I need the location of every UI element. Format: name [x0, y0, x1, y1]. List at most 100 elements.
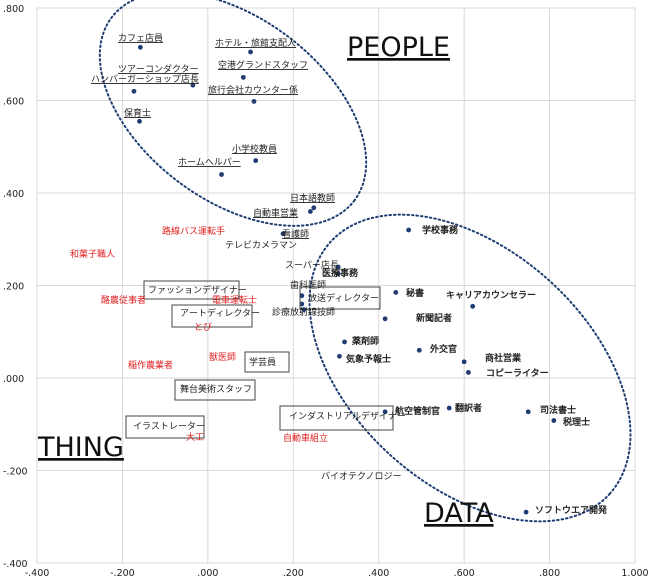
point-label: コピーライター — [486, 367, 549, 379]
point-marker — [299, 301, 305, 307]
point-group: キャリアカウンセラー — [446, 290, 536, 309]
y-tick-label: -.400 — [3, 559, 28, 570]
point-group: ホームヘルパー — [178, 157, 241, 177]
label-box — [143, 280, 240, 300]
point-marker — [280, 231, 286, 237]
point-label: 学芸員 — [249, 356, 276, 368]
point-marker — [335, 264, 341, 270]
point-group: イラストレーター — [125, 415, 205, 439]
point-label: 司法書士 — [540, 404, 576, 416]
point-marker — [190, 82, 196, 88]
point-group: 新聞記者 — [382, 312, 452, 324]
point-label: アートディレクター — [180, 307, 260, 319]
point-label: 日本語教師 — [290, 192, 335, 204]
label-box — [299, 286, 381, 310]
point-group: 和菓子職人 — [70, 248, 115, 260]
point-label: 旅行会社カウンター係 — [208, 84, 298, 96]
y-tick-label: .800 — [3, 4, 24, 15]
point-group: 舞台美術スタッフ — [174, 379, 256, 401]
point-label: カフェ店員 — [118, 32, 163, 44]
x-tick-label: 1.000 — [621, 568, 648, 579]
point-marker — [382, 409, 388, 415]
point-label: ホームヘルパー — [178, 157, 241, 168]
point-group: 自動車組立 — [283, 432, 328, 444]
point-group: 大工 — [186, 431, 204, 443]
point-label: ソフトウエア開発 — [535, 504, 608, 516]
point-group: インダストリアルデザイナー — [279, 405, 406, 431]
point-group: 自動車営業 — [253, 207, 313, 219]
point-label: 看護師 — [282, 228, 309, 240]
point-group: ハンバーガーショップ店長 — [91, 73, 199, 94]
point-label: 税理士 — [563, 416, 590, 428]
point-label: ハンバーガーショップ店長 — [91, 73, 199, 85]
point-label: 診療放射線技師 — [272, 306, 335, 318]
point-group: 医療事務 — [322, 267, 359, 279]
point-label: テレビカメラマン — [225, 240, 297, 251]
label-box — [125, 415, 205, 439]
point-group: 保育士 — [124, 107, 151, 124]
point-group: 学芸員 — [244, 351, 290, 373]
point-label: 獣医師 — [209, 351, 236, 363]
point-label: キャリアカウンセラー — [446, 290, 536, 301]
point-marker — [248, 49, 253, 55]
point-group: カフェ店員 — [118, 32, 163, 50]
y-tick-label: .600 — [3, 97, 24, 108]
point-label: 大工 — [186, 431, 204, 443]
point-label: 電車運転士 — [212, 294, 257, 306]
point-marker — [219, 172, 224, 177]
point-group: スーパー店長 — [285, 259, 341, 271]
point-group: 秘書 — [393, 287, 424, 299]
point-group: 気象予報士 — [337, 353, 391, 365]
y-tick-label: .400 — [3, 189, 24, 200]
point-label: ツアーコンダクター — [118, 63, 199, 75]
point-label: 稲作農業者 — [128, 359, 173, 371]
point-marker — [470, 303, 476, 309]
point-label: 空港グランドスタッフ — [218, 59, 308, 71]
point-label: 放送ディレクター — [308, 292, 379, 304]
point-group: 放送ディレクター — [299, 286, 381, 310]
point-marker — [311, 205, 317, 211]
point-label: 学校事務 — [422, 224, 459, 236]
point-group: 翻訳者 — [446, 402, 482, 414]
point-marker — [137, 118, 142, 124]
point-marker — [466, 370, 471, 375]
point-group: とび — [194, 322, 212, 333]
point-group: ツアーコンダクター — [118, 63, 199, 88]
point-group: テレビカメラマン — [225, 240, 297, 251]
point-marker — [253, 158, 259, 164]
point-group: ホテル・旅館支配人 — [215, 37, 296, 55]
point-group: 酪農従事者 — [101, 294, 146, 306]
region-labels: PEOPLE THING DATA — [37, 32, 494, 529]
point-label: 医療事務 — [322, 267, 359, 279]
point-label: 新聞記者 — [416, 312, 452, 324]
label-box — [244, 351, 290, 373]
point-group: 商社営業 — [461, 352, 522, 365]
point-label: 薬剤師 — [352, 335, 379, 347]
point-label: 舞台美術スタッフ — [180, 383, 252, 395]
point-group: 司法書士 — [525, 404, 576, 416]
point-group: 歯科医師 — [290, 279, 326, 299]
point-marker — [251, 99, 257, 104]
point-group: 空港グランドスタッフ — [218, 59, 308, 80]
point-marker — [393, 290, 399, 295]
x-tick-label: .200 — [283, 568, 304, 579]
region-label: DATA — [424, 498, 494, 529]
point-label: ホテル・旅館支配人 — [215, 37, 296, 49]
point-marker — [335, 271, 341, 277]
point-marker — [525, 409, 531, 415]
point-group: 学校事務 — [406, 224, 459, 236]
point-label: スーパー店長 — [285, 259, 339, 271]
point-marker — [137, 44, 143, 50]
point-group: 航空管制官 — [382, 405, 440, 417]
point-label: 自動車営業 — [253, 207, 298, 219]
point-group: 日本語教師 — [290, 192, 335, 211]
point-group: 路線バス運転手 — [162, 225, 225, 237]
point-marker — [342, 339, 347, 345]
point-group: 電車運転士 — [212, 294, 257, 306]
x-tick-label: .000 — [197, 568, 218, 579]
point-group: 外交官 — [416, 343, 457, 355]
point-label: 気象予報士 — [346, 353, 391, 365]
point-label: とび — [194, 322, 212, 333]
